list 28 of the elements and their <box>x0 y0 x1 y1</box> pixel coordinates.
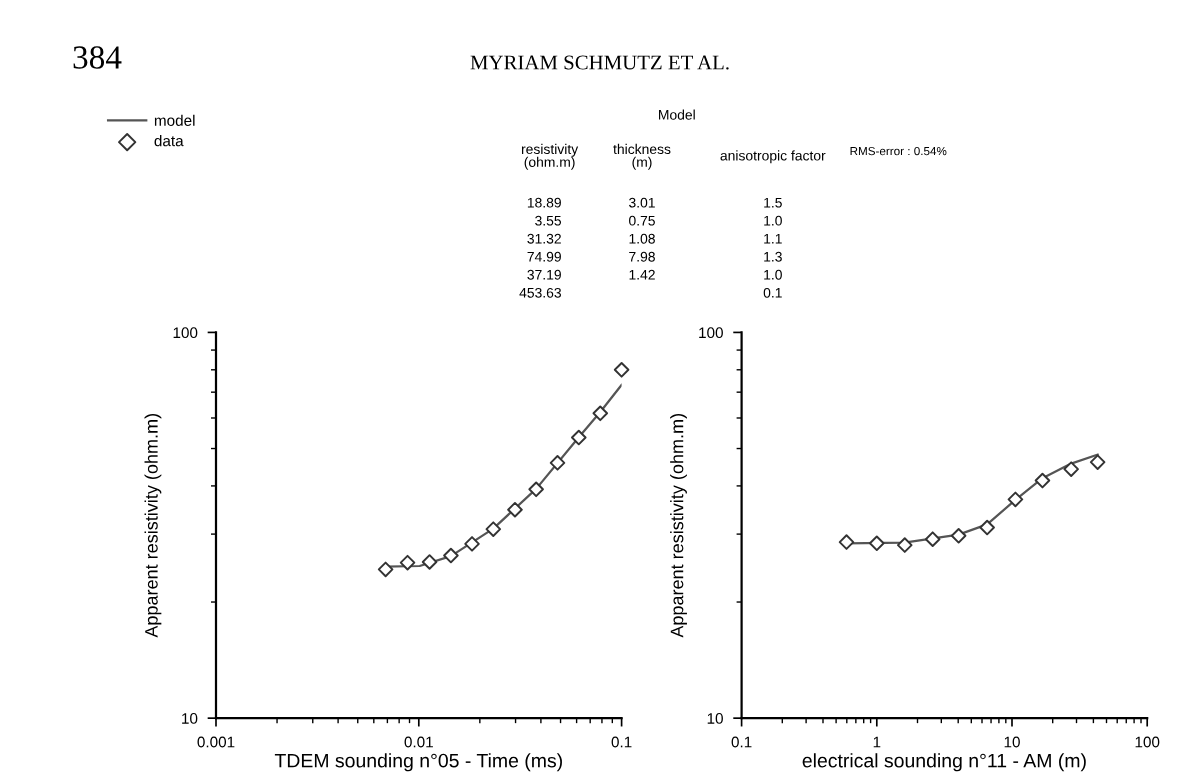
point <box>838 534 855 550</box>
text: MYRIAM SCHMUTZ ET AL. <box>470 55 729 70</box>
point <box>1063 461 1079 477</box>
point <box>421 554 438 570</box>
x-axis-title: TDEM sounding n°05 - Time (ms) <box>274 753 562 772</box>
point <box>924 531 941 547</box>
point <box>869 535 885 552</box>
point <box>1007 491 1024 508</box>
point <box>571 429 587 446</box>
point <box>377 561 394 578</box>
point <box>399 554 416 571</box>
point <box>979 519 995 536</box>
y-axis-title: Apparent resistivity (ohm.m) <box>670 414 687 638</box>
point <box>613 362 630 378</box>
point <box>464 536 480 552</box>
point <box>485 521 502 537</box>
point <box>549 455 566 471</box>
point <box>950 528 967 544</box>
x-axis-title: electrical sounding n°11 - AM (m) <box>802 753 1086 772</box>
point <box>896 537 913 553</box>
point <box>507 501 523 518</box>
point <box>1089 454 1106 470</box>
point <box>1034 472 1051 489</box>
point <box>443 547 459 564</box>
text: 384 <box>73 46 122 69</box>
point <box>592 405 609 422</box>
point <box>528 481 544 498</box>
y-axis-title: Apparent resistivity (ohm.m) <box>144 414 162 638</box>
